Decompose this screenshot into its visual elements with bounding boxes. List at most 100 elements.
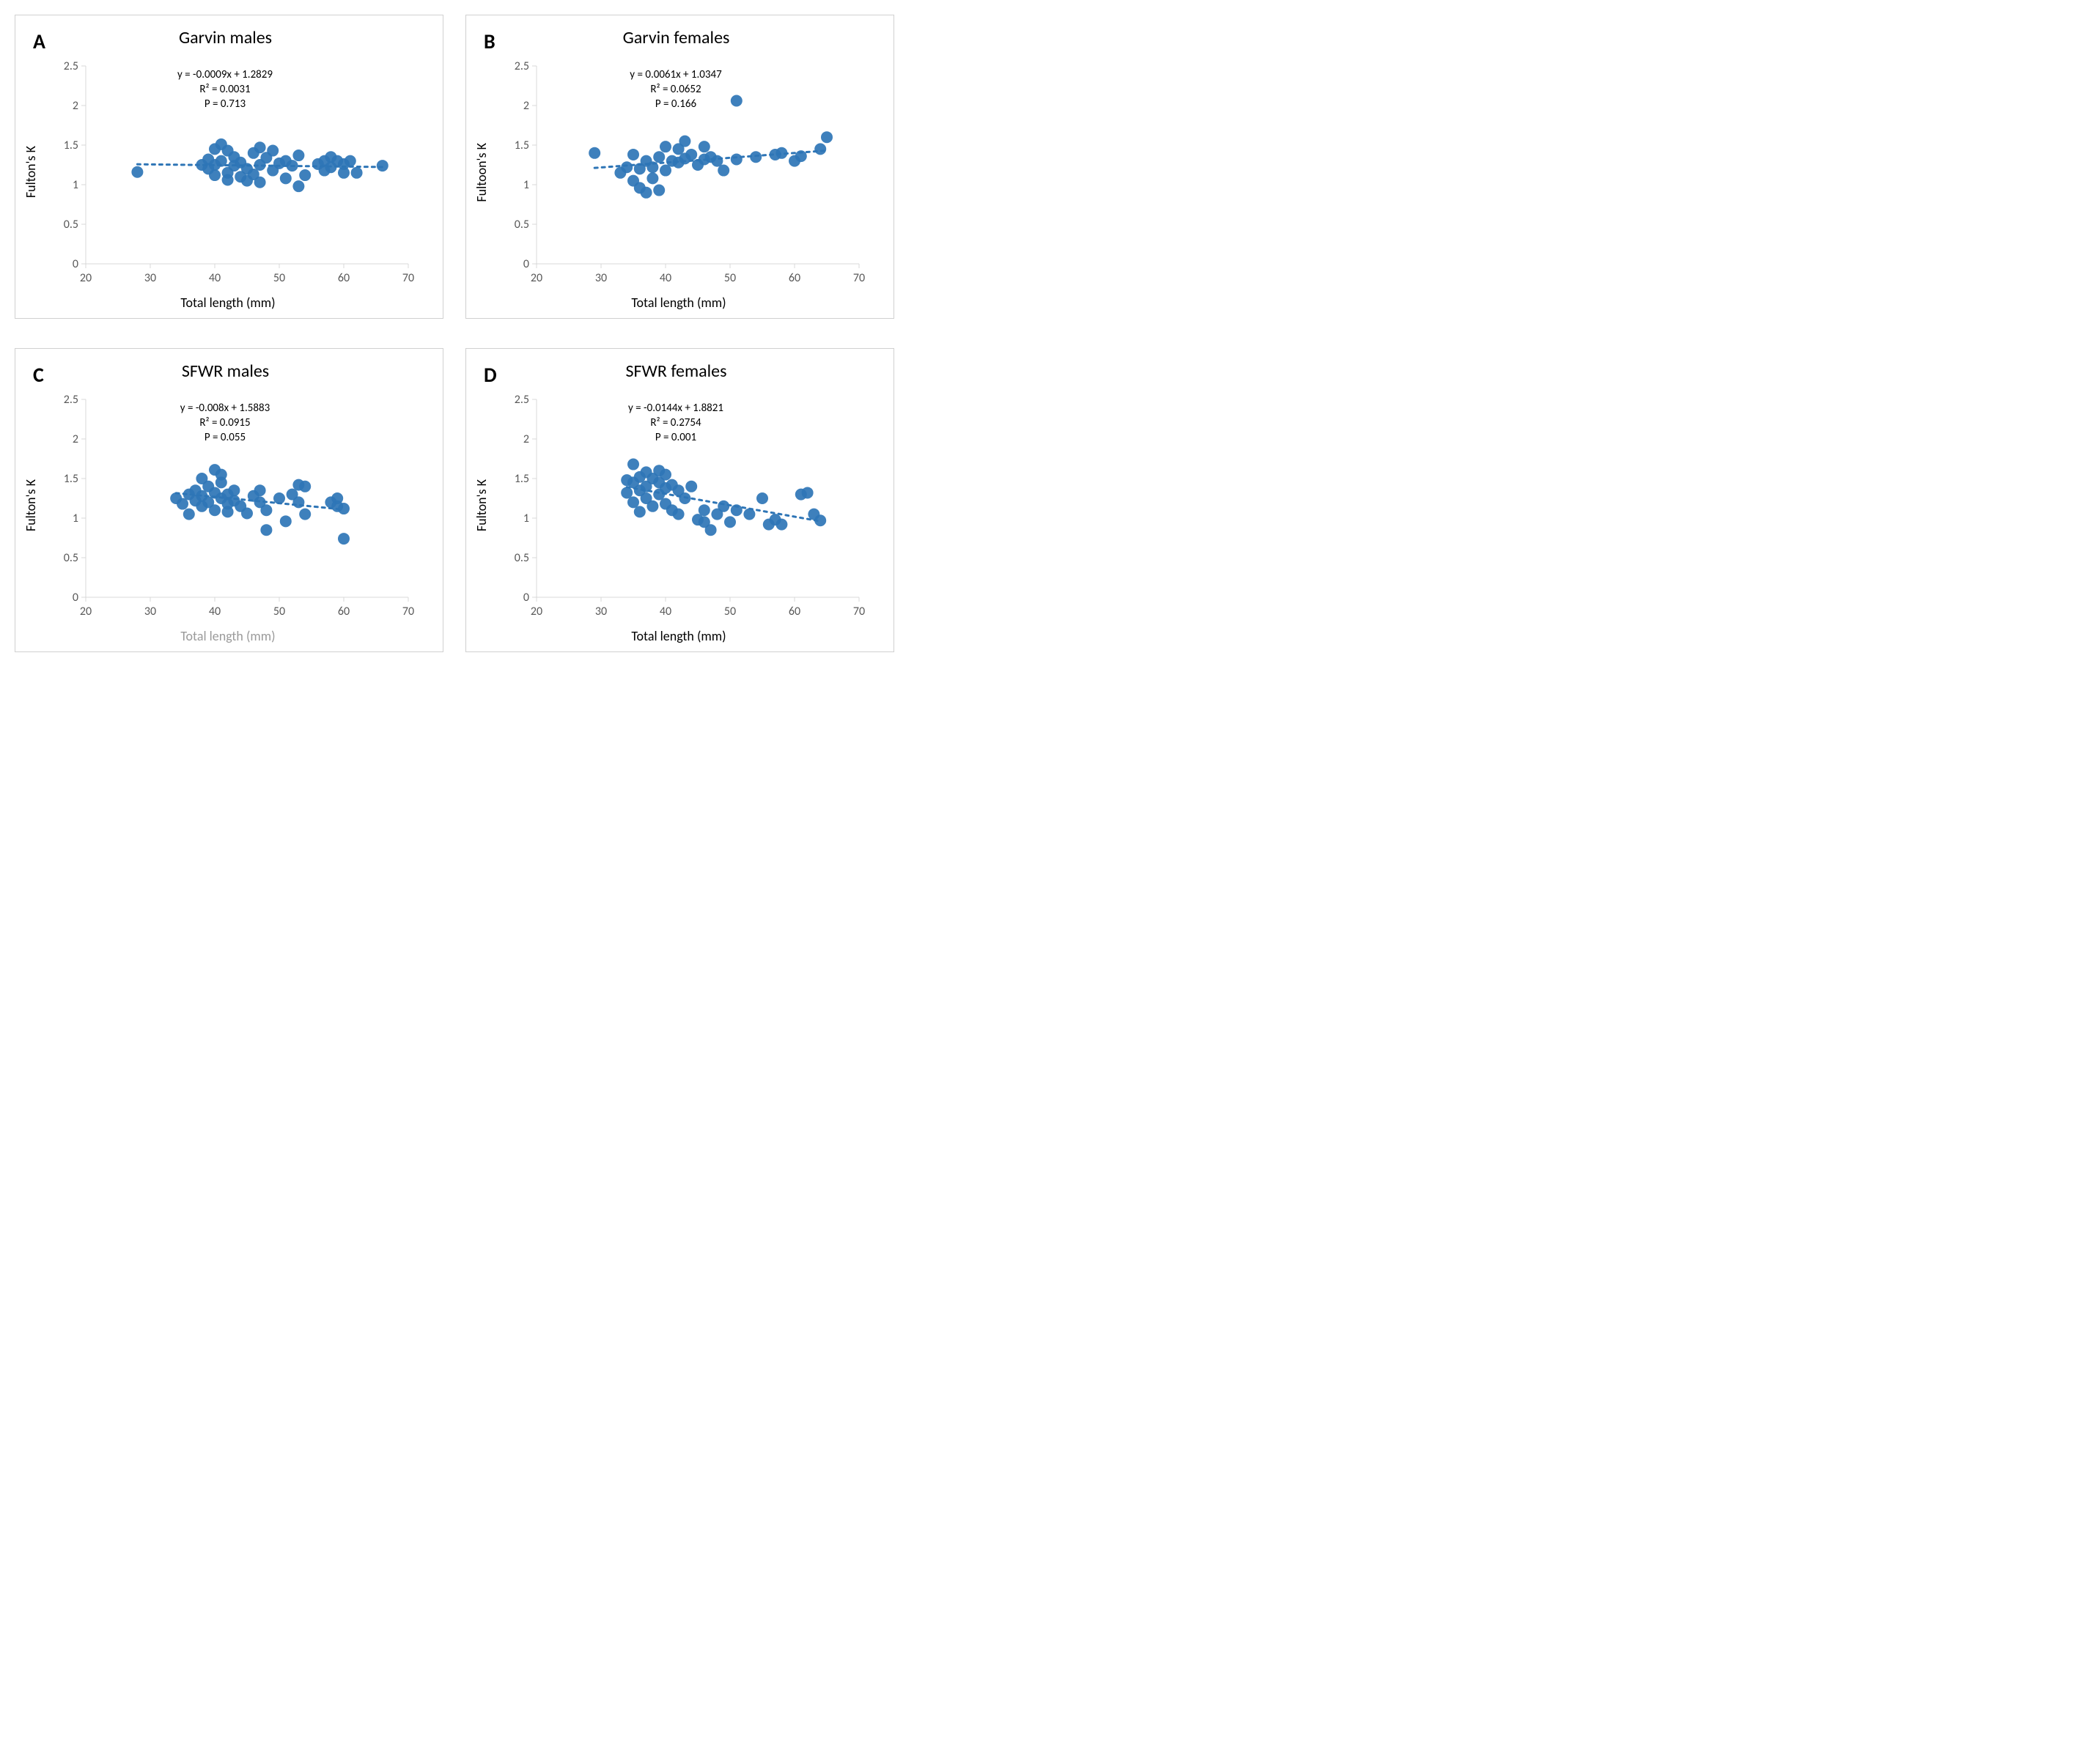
y-tick-label: 0.5: [64, 218, 78, 232]
y-tick-label: 2.5: [515, 393, 529, 407]
data-point: [634, 506, 646, 517]
x-tick-label: 30: [144, 271, 156, 285]
y-tick-label: 1: [73, 512, 78, 525]
y-axis-label: Fulton's K: [23, 479, 39, 531]
data-point: [660, 165, 671, 177]
data-point: [338, 503, 350, 514]
data-point: [814, 514, 826, 526]
data-point: [222, 174, 234, 186]
data-point: [299, 481, 311, 492]
y-tick-label: 0: [73, 257, 78, 271]
data-point: [705, 524, 717, 536]
chart-wrap: Fulton's K20304050607000.511.522.5y = -0…: [474, 385, 879, 627]
data-point: [685, 481, 697, 492]
data-point: [267, 145, 279, 157]
p-value: P = 0.001: [655, 431, 696, 444]
data-point: [209, 504, 221, 516]
x-tick-label: 60: [338, 605, 350, 619]
y-tick-label: 1: [523, 512, 529, 525]
chart-wrap: Fulton's K20304050607000.511.522.5y = -0…: [23, 385, 428, 627]
scatter-chart: 20304050607000.511.522.5y = 0.0061x + 1.…: [493, 51, 874, 293]
panel-c: CSFWR malesFulton's K20304050607000.511.…: [15, 348, 443, 652]
scatter-chart: 20304050607000.511.522.5y = -0.0009x + 1…: [42, 51, 423, 293]
data-point: [641, 187, 652, 199]
p-value: P = 0.713: [205, 97, 246, 111]
panel-title: SFWR males: [23, 361, 428, 382]
data-point: [215, 155, 227, 167]
y-tick-label: 0.5: [64, 551, 78, 565]
x-tick-label: 20: [531, 605, 542, 619]
data-point: [653, 151, 665, 163]
x-tick-label: 30: [144, 605, 156, 619]
panel-letter: D: [484, 362, 497, 388]
data-point: [621, 487, 633, 498]
data-point: [254, 177, 266, 188]
data-point: [750, 151, 762, 163]
panel-d: DSFWR femalesFulton's K20304050607000.51…: [465, 348, 894, 652]
x-tick-label: 30: [595, 605, 607, 619]
data-point: [377, 160, 388, 171]
data-point: [673, 509, 685, 520]
data-point: [718, 165, 729, 177]
data-point: [241, 508, 253, 520]
r-squared: R² = 0.0915: [199, 416, 250, 429]
data-point: [292, 180, 304, 192]
data-point: [280, 515, 292, 527]
x-tick-label: 70: [402, 605, 414, 619]
p-value: P = 0.055: [205, 431, 246, 444]
y-tick-label: 2: [73, 99, 78, 113]
data-point: [718, 501, 729, 512]
data-point: [589, 147, 600, 159]
data-point: [228, 484, 240, 496]
panel-letter: A: [33, 29, 45, 54]
data-point: [679, 492, 690, 504]
data-point: [646, 501, 658, 512]
x-tick-label: 40: [209, 605, 221, 619]
data-point: [254, 484, 266, 496]
x-tick-label: 40: [660, 271, 671, 285]
y-tick-label: 1.5: [64, 139, 78, 152]
chart-wrap: Fultoon's K20304050607000.511.522.5y = 0…: [474, 51, 879, 293]
panel-a: AGarvin malesFulton's K20304050607000.51…: [15, 15, 443, 319]
regression-equation: y = -0.0144x + 1.8821: [628, 402, 723, 415]
y-tick-label: 0: [523, 257, 529, 271]
data-point: [756, 492, 768, 504]
y-tick-label: 1: [73, 178, 78, 192]
data-point: [273, 492, 285, 504]
data-point: [711, 155, 723, 167]
data-point: [280, 172, 292, 184]
x-axis-label: Total length (mm): [517, 295, 840, 311]
scatter-chart: 20304050607000.511.522.5y = -0.008x + 1.…: [42, 385, 423, 627]
r-squared: R² = 0.2754: [650, 416, 701, 429]
x-tick-label: 50: [724, 271, 736, 285]
data-point: [660, 469, 671, 481]
x-tick-label: 50: [273, 271, 285, 285]
x-tick-label: 70: [402, 271, 414, 285]
y-tick-label: 1.5: [64, 472, 78, 486]
x-axis-label: Total length (mm): [67, 295, 389, 311]
panel-letter: C: [33, 362, 44, 388]
data-point: [821, 131, 833, 143]
data-point: [292, 496, 304, 508]
x-tick-label: 40: [660, 605, 671, 619]
data-point: [814, 143, 826, 155]
data-point: [260, 524, 272, 536]
data-point: [775, 519, 787, 531]
y-axis-label: Fulton's K: [23, 146, 39, 198]
data-point: [627, 496, 639, 508]
x-tick-label: 70: [853, 605, 865, 619]
data-point: [215, 476, 227, 488]
data-point: [338, 533, 350, 544]
x-tick-label: 40: [209, 271, 221, 285]
data-point: [646, 161, 658, 173]
data-point: [699, 504, 710, 516]
x-tick-label: 20: [80, 605, 92, 619]
data-point: [802, 487, 814, 498]
data-point: [177, 498, 188, 510]
data-point: [724, 516, 736, 528]
x-tick-label: 50: [724, 605, 736, 619]
data-point: [743, 509, 755, 520]
y-tick-label: 2.5: [64, 393, 78, 407]
data-point: [254, 141, 266, 153]
p-value: P = 0.166: [655, 97, 697, 111]
